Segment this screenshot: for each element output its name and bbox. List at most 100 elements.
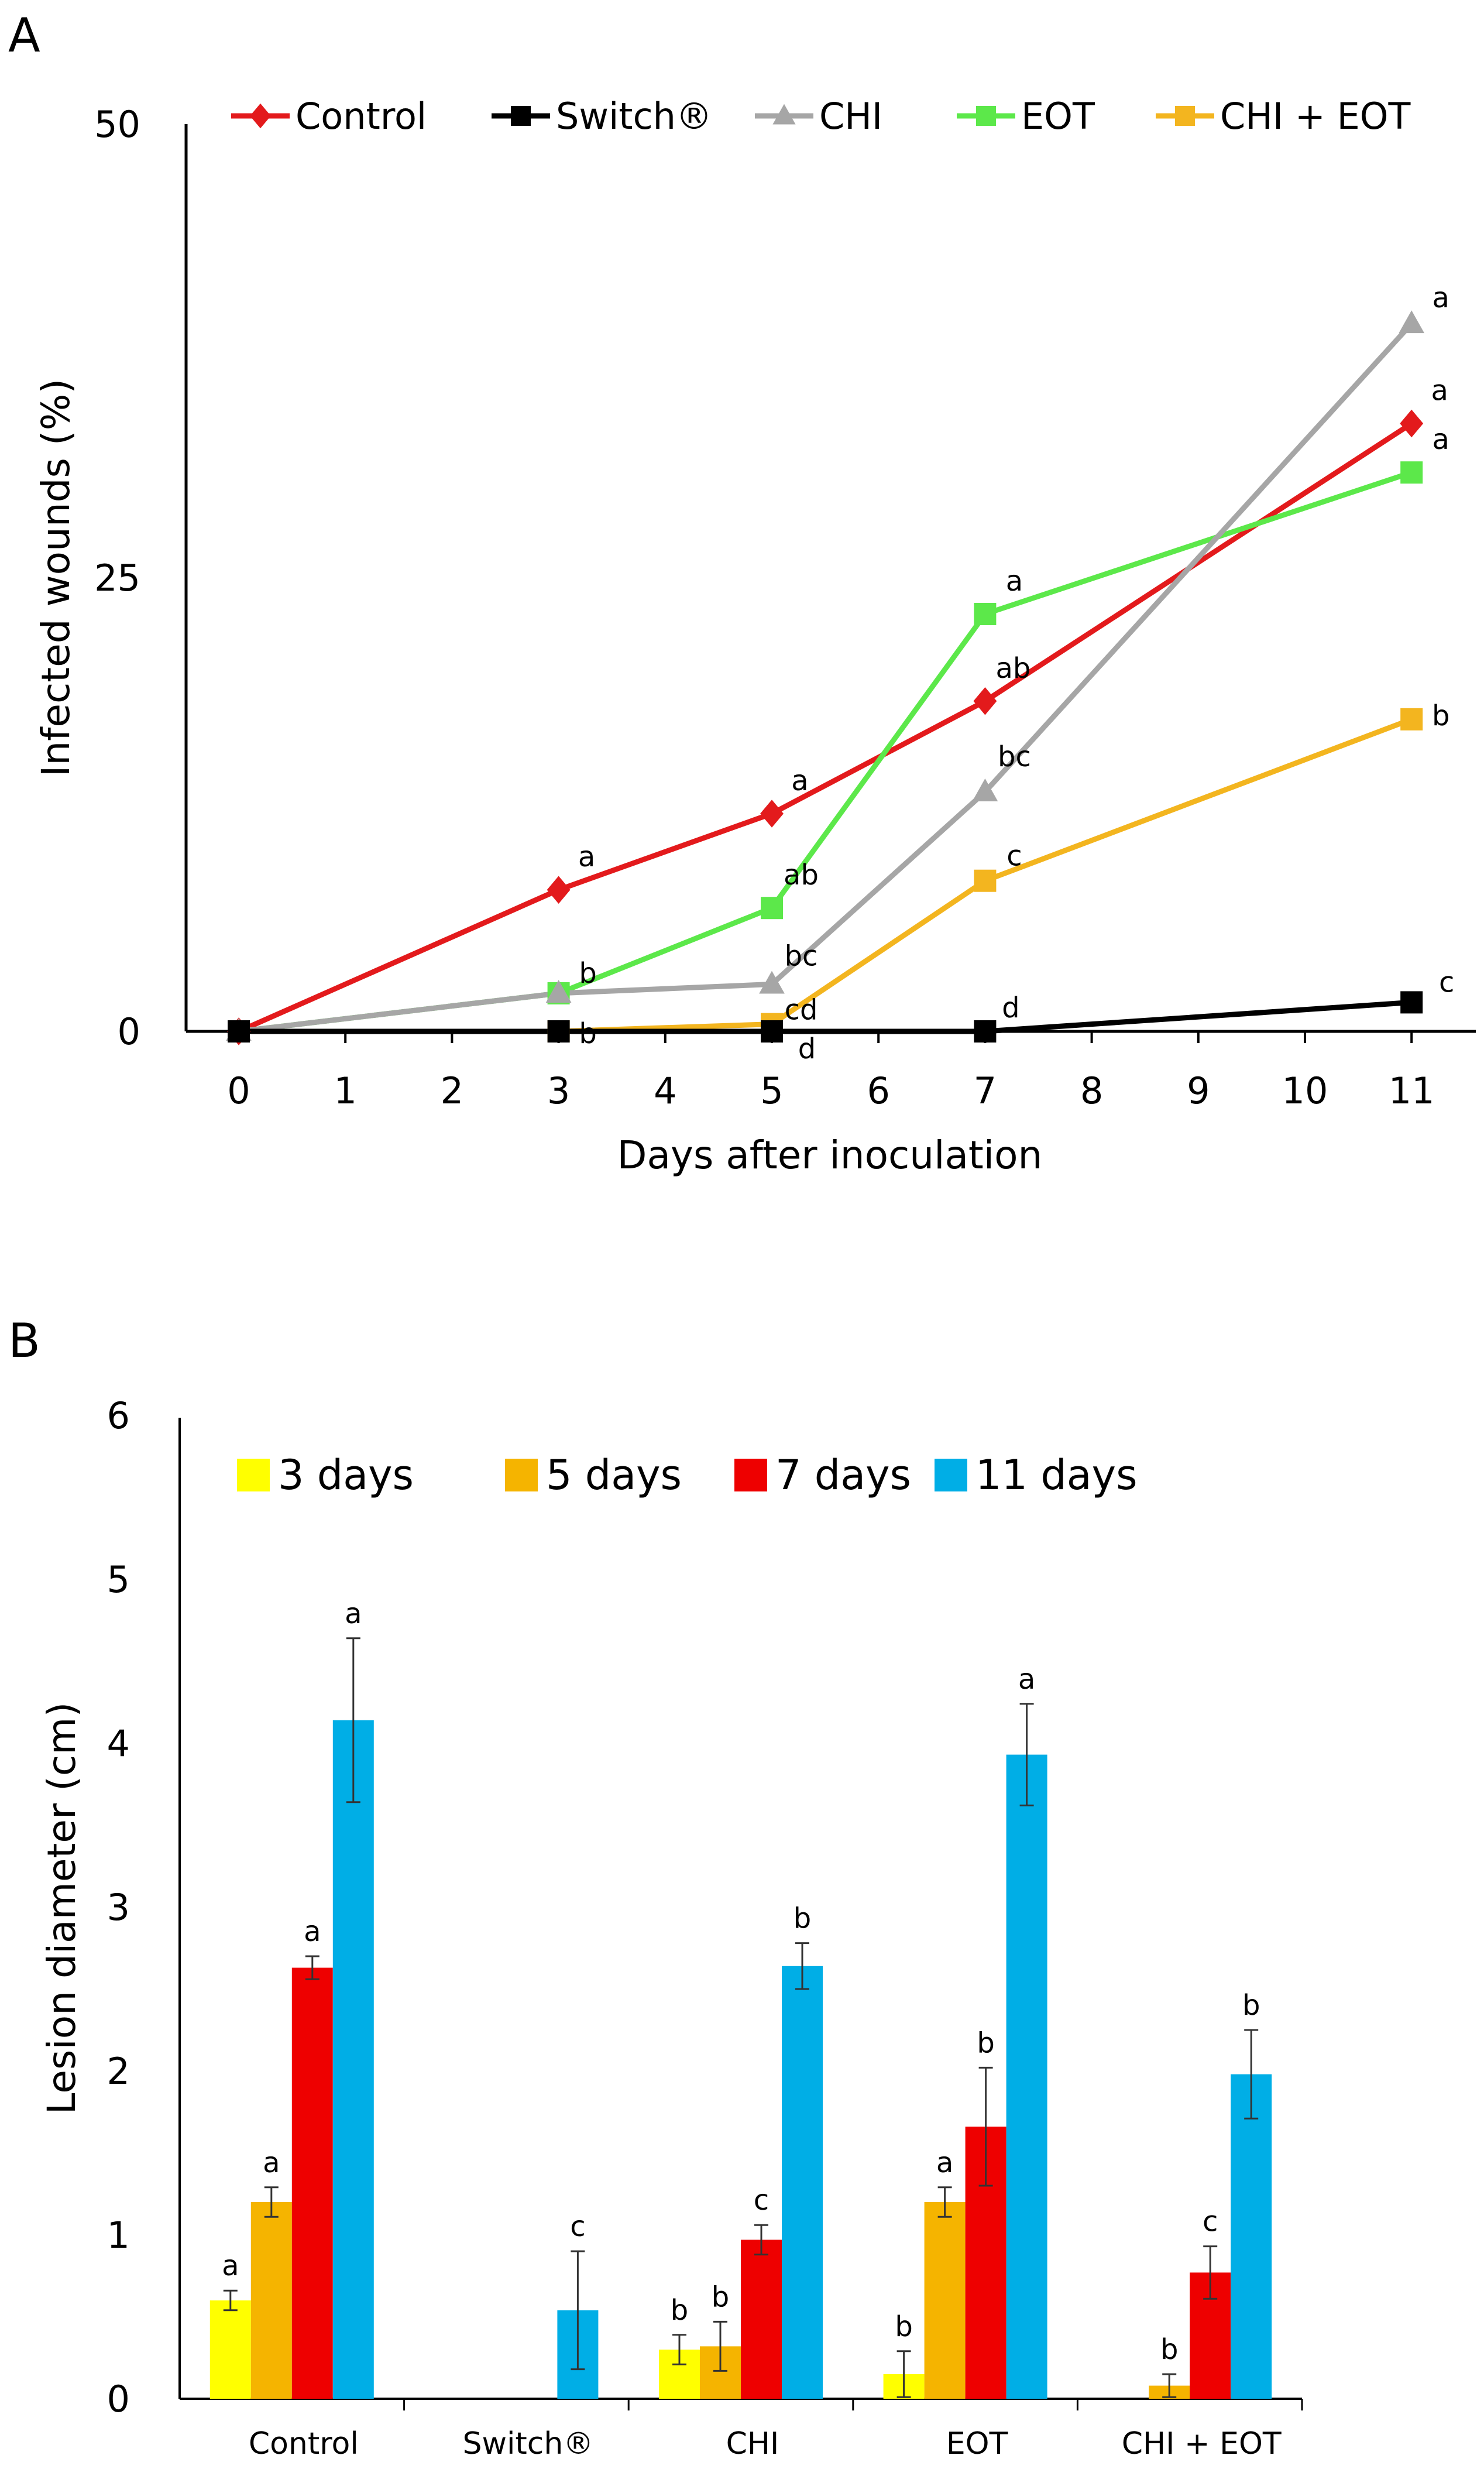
panel-a-y-ticks: 0 25 50: [94, 103, 140, 1053]
legend-marker: [250, 103, 271, 129]
y-tick-label: 2: [107, 2050, 130, 2093]
y-tick-label: 25: [94, 557, 140, 599]
data-point: [973, 687, 997, 715]
legend-swatch: [237, 1459, 270, 1491]
significance-label: b: [1242, 1989, 1260, 2022]
significance-label: a: [936, 2146, 953, 2179]
significance-label: c: [1203, 2206, 1218, 2238]
data-point: [974, 1020, 997, 1043]
category-label: CHI: [726, 2426, 779, 2461]
significance-label: b: [793, 1902, 811, 1935]
legend-swatch: [734, 1459, 767, 1491]
data-point: [228, 1020, 250, 1043]
series-line: [239, 716, 1413, 1034]
panel-a-series-lines: [238, 321, 1414, 1034]
data-point: [1400, 708, 1423, 731]
significance-label: b: [977, 2026, 994, 2059]
legend-label: CHI + EOT: [1220, 95, 1411, 138]
data-point: [1399, 310, 1425, 334]
legend-marker: [511, 106, 531, 126]
significance-label: c: [1006, 840, 1022, 873]
data-point: [1400, 991, 1423, 1014]
significance-label: a: [1018, 1663, 1035, 1696]
significance-label: a: [1006, 565, 1023, 598]
x-tick-label: 2: [441, 1069, 463, 1112]
legend-label: 3 days: [278, 1451, 414, 1499]
bar: [209, 2300, 251, 2399]
significance-label: a: [304, 1915, 321, 1948]
panel-b-error-bars: [223, 1637, 1259, 2398]
bar: [291, 1967, 333, 2399]
x-tick-label: 9: [1187, 1069, 1210, 1112]
x-tick-label: 8: [1080, 1069, 1103, 1112]
legend-label: Switch®: [556, 95, 712, 138]
y-tick-label: 4: [107, 1722, 130, 1765]
x-tick-label: 10: [1282, 1069, 1328, 1112]
bar: [250, 2202, 292, 2399]
bar: [1231, 2074, 1272, 2399]
y-tick-label: 50: [94, 103, 140, 146]
category-label: Switch®: [462, 2426, 593, 2461]
series-line: [238, 321, 1414, 1034]
panel-b-category-labels: Control Switch® CHI EOT CHI + EOT: [249, 2399, 1303, 2461]
legend-swatch: [505, 1459, 538, 1491]
significance-label: a: [1431, 375, 1448, 407]
bar: [332, 1720, 374, 2399]
legend-label: EOT: [1021, 95, 1095, 138]
panel-b-legend: 3 days 5 days 7 days 11 days: [237, 1451, 1138, 1499]
data-point: [760, 800, 784, 828]
x-tick-label: 7: [974, 1069, 997, 1112]
significance-label: ab: [995, 652, 1030, 685]
significance-label: cd: [785, 994, 818, 1027]
significance-label: a: [578, 841, 595, 873]
panel-b-letter: B: [8, 1314, 40, 1368]
data-point: [1400, 409, 1424, 438]
data-point: [972, 779, 998, 801]
significance-label: a: [1432, 282, 1449, 314]
legend-marker: [772, 104, 796, 125]
data-point: [545, 980, 572, 1003]
x-tick-label: 11: [1389, 1069, 1435, 1112]
significance-label: c: [1439, 966, 1454, 999]
series-line: [238, 469, 1413, 1034]
panel-b-bars: [209, 1720, 1272, 2399]
category-label: Control: [249, 2426, 359, 2461]
significance-label: b: [579, 957, 596, 990]
legend-swatch: [935, 1459, 967, 1491]
bar: [1006, 1754, 1047, 2399]
panel-a-letter: A: [8, 8, 40, 63]
data-point: [759, 971, 785, 994]
significance-label: bc: [785, 939, 818, 972]
legend-marker: [976, 106, 996, 126]
bar: [924, 2202, 966, 2399]
significance-label: c: [754, 2184, 769, 2217]
significance-label: b: [579, 1017, 596, 1050]
significance-label: d: [1002, 992, 1019, 1024]
panel-b-y-axis-title: Lesion diameter (cm): [39, 1702, 84, 2114]
legend-marker: [1175, 106, 1195, 126]
data-point: [547, 876, 571, 904]
significance-label: a: [791, 764, 808, 797]
y-tick-label: 0: [118, 1010, 140, 1053]
category-label: CHI + EOT: [1122, 2426, 1282, 2461]
legend-label: 7 days: [775, 1451, 911, 1499]
significance-label: b: [1160, 2333, 1178, 2366]
data-point: [547, 1020, 570, 1043]
significance-label: a: [1432, 423, 1449, 456]
category-label: EOT: [946, 2426, 1008, 2461]
x-tick-label: 4: [654, 1069, 676, 1112]
significance-label: b: [1432, 699, 1449, 732]
significance-label: b: [712, 2281, 729, 2313]
y-tick-label: 6: [107, 1394, 130, 1437]
significance-label: b: [671, 2294, 688, 2327]
x-tick-label: 0: [227, 1069, 250, 1112]
legend-label: 11 days: [975, 1451, 1138, 1499]
x-tick-label: 5: [760, 1069, 783, 1112]
data-point: [974, 869, 997, 892]
significance-label: a: [263, 2146, 280, 2179]
data-point: [761, 897, 783, 920]
